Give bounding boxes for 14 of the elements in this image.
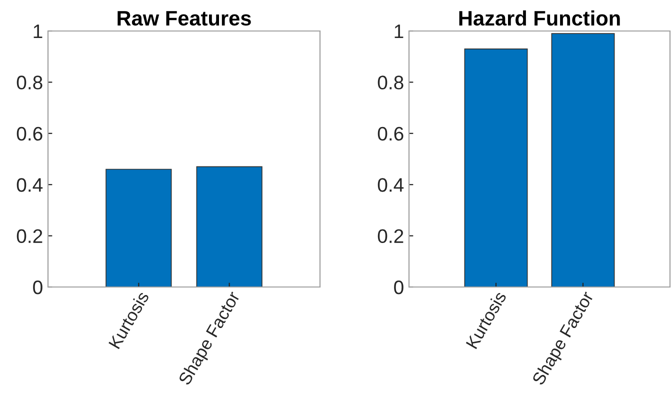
- chart-title: Raw Features: [118, 11, 251, 26]
- y-tick-label: 0.6: [16, 126, 42, 141]
- y-tick-label: 0: [394, 280, 404, 294]
- y-tick-label: 0.8: [378, 76, 404, 90]
- chart-title: Hazard Function: [459, 10, 620, 26]
- y-tick-label: 0.6: [378, 126, 404, 141]
- y-tick-label: 0.4: [378, 178, 404, 192]
- y-tick-label: 0.2: [378, 229, 404, 244]
- y-tick-label: 0.4: [16, 178, 43, 192]
- y-tick-label: 0.8: [16, 76, 42, 90]
- y-tick-label: 1: [34, 24, 42, 38]
- y-tick-label: 0: [33, 280, 42, 294]
- y-tick-label: 1: [394, 24, 404, 38]
- y-tick-label: 0.2: [16, 229, 42, 244]
